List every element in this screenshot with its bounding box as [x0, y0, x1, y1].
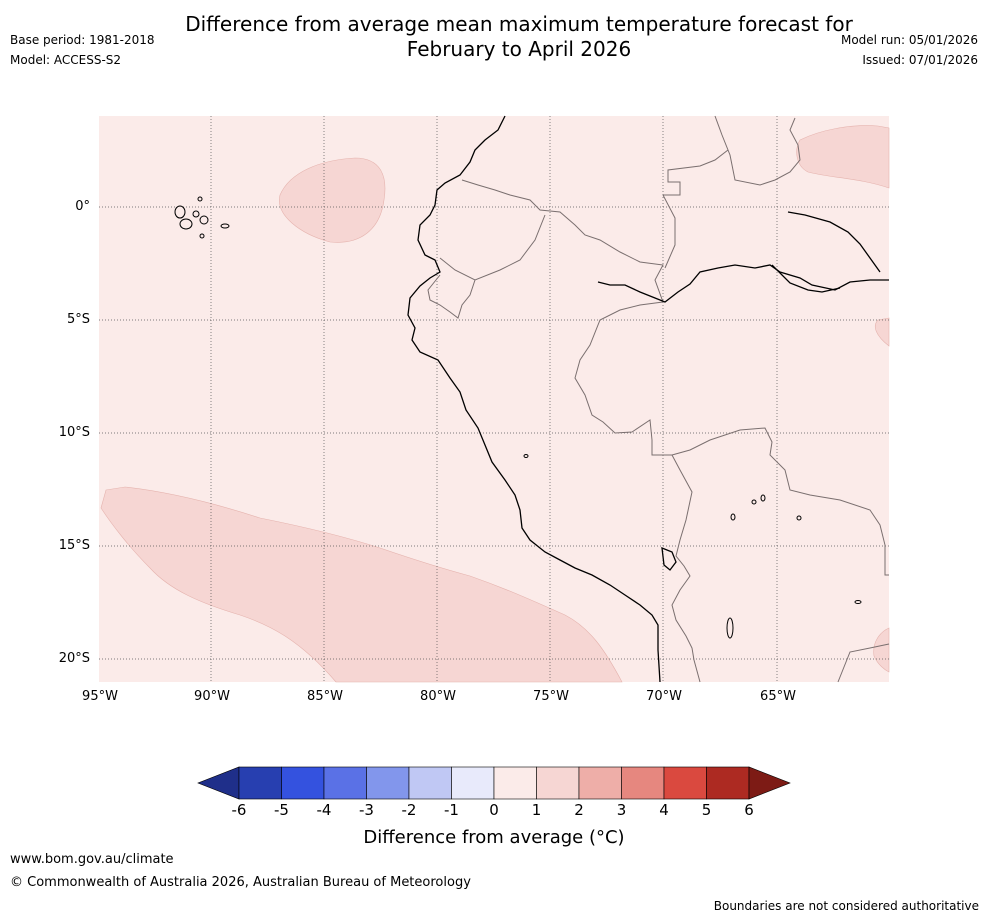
- gridlines: [99, 116, 889, 682]
- colorbar-tick-label: -3: [359, 801, 374, 819]
- colorbar-segment: [281, 766, 325, 800]
- model-name: Model: ACCESS-S2: [10, 53, 122, 67]
- amazon-river: [597, 264, 889, 303]
- lon-label-90w: 90°W: [194, 689, 230, 704]
- colorbar-ticks: -6 -5 -4 -3 -2 -1 0 1 2 3 4 5 6: [0, 801, 988, 823]
- lon-label-75w: 75°W: [533, 689, 569, 704]
- base-period: Base period: 1981-2018: [10, 33, 155, 47]
- colorbar: [197, 766, 791, 800]
- lat-label-5s: 5°S: [66, 312, 90, 327]
- border-brazil-bolivia: [671, 427, 889, 576]
- lon-label-95w: 95°W: [82, 689, 118, 704]
- colorbar-tick-label: 2: [574, 801, 584, 819]
- border-colombia-ecuador-peru: [461, 179, 664, 303]
- lat-label-20s: 20°S: [58, 651, 90, 666]
- title-line-1: Difference from average mean maximum tem…: [185, 12, 853, 36]
- coastline: [407, 115, 889, 683]
- colorbar-segment: [408, 766, 452, 800]
- colorbar-segment: [663, 766, 707, 800]
- inland-lakes: [523, 454, 862, 639]
- colorbar-tick-label: -2: [401, 801, 417, 819]
- border-colombia-brazil: [663, 115, 801, 196]
- colorbar-tick-label: -1: [444, 801, 459, 819]
- colorbar-segment: [493, 766, 537, 800]
- colorbar-tick-label: -4: [316, 801, 332, 819]
- patch-southeast-pacific: [100, 486, 623, 683]
- footer-url: www.bom.gov.au/climate: [10, 852, 174, 867]
- lat-label-10s: 10°S: [58, 425, 90, 440]
- colorbar-segment: [536, 766, 580, 800]
- lon-label-85w: 85°W: [307, 689, 343, 704]
- lat-label-15s: 15°S: [58, 538, 90, 553]
- colorbar-segment: [578, 766, 622, 800]
- colorbar-segment: [706, 766, 750, 800]
- coast-west-south-america: [407, 115, 661, 683]
- colorbar-tick-label: 1: [531, 801, 542, 819]
- colorbar-segment: [238, 766, 282, 800]
- colorbar-extend-high: [748, 766, 791, 800]
- lake-titicaca: [661, 546, 677, 571]
- colorbar-segment: [323, 766, 367, 800]
- metadata-right: Model run: 05/01/2026 Issued: 07/01/2026: [841, 30, 978, 70]
- patch-amazon-east: [875, 317, 890, 347]
- lon-label-65w: 65°W: [760, 689, 796, 704]
- patch-galapagos-north: [279, 157, 386, 243]
- colorbar-tick-label: -5: [274, 801, 289, 819]
- colorbar-tick-label: 0: [489, 801, 499, 819]
- colorbar-extend-low: [197, 766, 240, 800]
- anomaly-patches: [100, 125, 890, 683]
- border-peru-bolivia: [671, 454, 701, 683]
- galapagos-islands: [174, 196, 230, 239]
- issued-date: Issued: 07/01/2026: [862, 53, 978, 67]
- title-line-2: February to April 2026: [406, 37, 632, 61]
- colorbar-tick-label: 3: [616, 801, 627, 819]
- colorbar-segment: [451, 766, 495, 800]
- amazon-tributary: [771, 264, 841, 293]
- colorbar-tick-label: 4: [659, 801, 669, 819]
- model-run: Model run: 05/01/2026: [840, 33, 978, 47]
- lon-label-70w: 70°W: [646, 689, 682, 704]
- footer-disclaimer: Boundaries are not considered authoritat…: [713, 899, 979, 913]
- border-peru-brazil: [574, 301, 672, 456]
- lon-label-80w: 80°W: [420, 689, 456, 704]
- colorbar-segment: [621, 766, 665, 800]
- country-borders: [427, 115, 890, 683]
- footer-copyright: © Commonwealth of Australia 2026, Austra…: [10, 875, 471, 890]
- patch-bolivia-east: [873, 627, 890, 673]
- rio-negro: [787, 211, 881, 273]
- colorbar-segment: [366, 766, 410, 800]
- colorbar-tick-label: 5: [701, 801, 712, 819]
- colorbar-tick-label: -6: [231, 801, 247, 819]
- colorbar-label: Difference from average (°C): [363, 827, 625, 848]
- colorbar-tick-label: 6: [744, 801, 754, 819]
- page-title: Difference from average mean maximum tem…: [0, 12, 988, 62]
- border-south-east: [662, 194, 890, 683]
- border-ecuador-peru: [427, 214, 546, 319]
- lat-label-0: 0°: [75, 199, 90, 214]
- metadata-left: Base period: 1981-2018 Model: ACCESS-S2: [10, 30, 155, 70]
